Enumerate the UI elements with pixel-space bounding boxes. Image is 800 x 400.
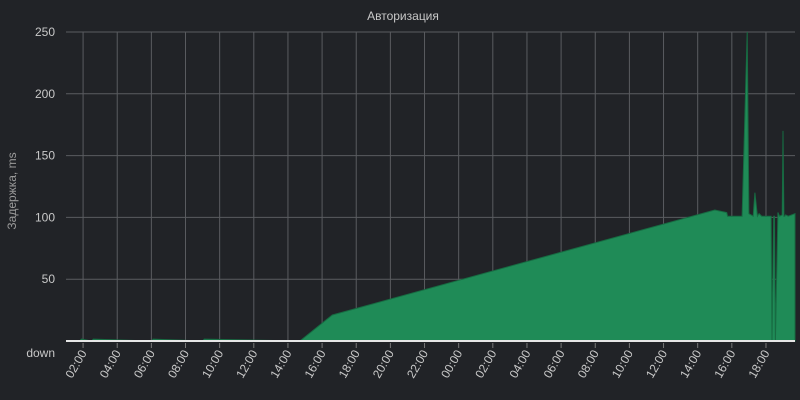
y-tick-label: 150: [35, 149, 55, 163]
x-tick-label: 16:00: [711, 347, 738, 380]
y-axis-label: Задержка, ms: [5, 152, 19, 229]
x-tick-label: 02:00: [63, 347, 90, 380]
x-tick-label: 08:00: [575, 347, 602, 380]
y-tick-label: down: [26, 346, 55, 360]
x-tick-label: 10:00: [199, 347, 226, 380]
series-area: [66, 31, 796, 342]
y-tick-label: 250: [35, 25, 55, 39]
x-tick-label: 20:00: [370, 347, 397, 380]
x-tick-label: 18:00: [745, 347, 772, 380]
x-tick-label: 14:00: [677, 347, 704, 380]
y-tick-label: 50: [42, 272, 56, 286]
x-tick-label: 22:00: [404, 347, 431, 380]
x-tick-label: 08:00: [165, 347, 192, 380]
x-tick-label: 06:00: [131, 347, 158, 380]
x-tick-label: 04:00: [506, 347, 533, 380]
x-tick-label: 14:00: [267, 347, 294, 380]
x-tick-label: 12:00: [233, 347, 260, 380]
x-tick-label: 10:00: [609, 347, 636, 380]
y-tick-label: 200: [35, 87, 55, 101]
x-tick-label: 16:00: [302, 347, 329, 380]
y-tick-label: 100: [35, 210, 55, 224]
chart-title: Авторизация: [367, 9, 439, 23]
y-axis-ticks: 250 200 150 100 50 down: [26, 25, 55, 360]
x-tick-label: 18:00: [336, 347, 363, 380]
x-tick-label: 04:00: [97, 347, 124, 380]
x-tick-label: 06:00: [541, 347, 568, 380]
x-tick-label: 02:00: [472, 347, 499, 380]
x-axis-ticks: 02:00 04:00 06:00 08:00 10:00 12:00 14:00 16:00…: [63, 343, 773, 381]
x-tick-label: 12:00: [643, 347, 670, 380]
x-tick-label: 00:00: [438, 347, 465, 380]
series-area-path: [66, 31, 796, 342]
